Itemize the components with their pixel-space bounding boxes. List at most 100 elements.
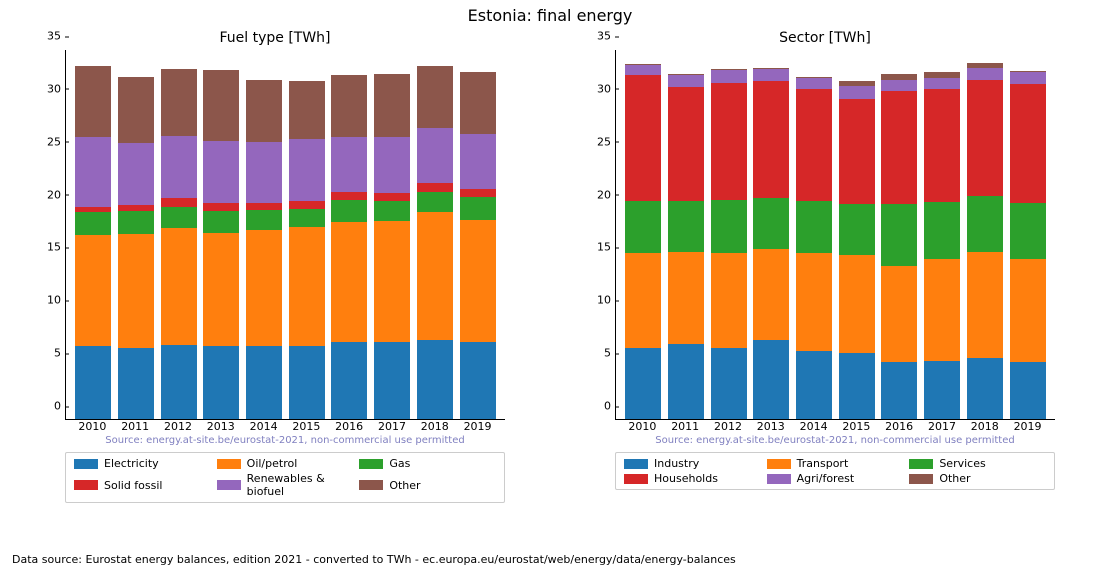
xlabel: 2018 — [967, 420, 1003, 433]
legend-item: Renewables & biofuel — [217, 472, 354, 498]
left-panel: Fuel type [TWh] 05101520253035 201020112… — [15, 30, 535, 503]
bar-segment — [374, 221, 410, 342]
legend-swatch — [217, 459, 241, 469]
bar-segment — [460, 220, 496, 342]
bar-segment — [161, 198, 197, 206]
xlabel: 2011 — [117, 420, 153, 433]
bar-segment — [796, 78, 832, 90]
bar-segment — [374, 74, 410, 136]
bar-segment — [753, 69, 789, 81]
legend-item: Agri/forest — [767, 472, 904, 485]
bar-segment — [881, 91, 917, 204]
bar-segment — [881, 80, 917, 92]
bar-segment — [839, 204, 875, 255]
left-bars — [66, 50, 505, 419]
bar-segment — [924, 78, 960, 90]
right-subtitle: Sector [TWh] — [565, 30, 1085, 46]
bar-segment — [924, 259, 960, 360]
bar-segment — [161, 345, 197, 419]
ytick: 25 — [31, 135, 61, 148]
ytick: 35 — [581, 30, 611, 43]
bar-segment — [839, 99, 875, 205]
legend-item: Industry — [624, 457, 761, 470]
legend-item: Services — [909, 457, 1046, 470]
bar-column — [246, 80, 282, 419]
xlabel: 2016 — [331, 420, 367, 433]
xlabel: 2015 — [838, 420, 874, 433]
bar-segment — [796, 351, 832, 419]
bar-segment — [839, 86, 875, 99]
bar-column — [796, 77, 832, 419]
bar-segment — [118, 234, 154, 348]
bar-segment — [331, 222, 367, 341]
xlabel: 2012 — [160, 420, 196, 433]
bar-segment — [668, 344, 704, 419]
bar-column — [118, 77, 154, 419]
bar-segment — [1010, 259, 1046, 362]
ytick: 15 — [581, 241, 611, 254]
xlabel: 2010 — [74, 420, 110, 433]
xlabel: 2014 — [796, 420, 832, 433]
xlabel: 2019 — [460, 420, 496, 433]
bar-segment — [374, 342, 410, 419]
footer-text: Data source: Eurostat energy balances, e… — [12, 553, 1088, 566]
legend-label: Renewables & biofuel — [247, 472, 354, 498]
bar-column — [417, 66, 453, 419]
bar-segment — [924, 89, 960, 202]
legend-label: Oil/petrol — [247, 457, 298, 470]
bar-column — [668, 74, 704, 419]
bar-segment — [289, 81, 325, 139]
ytick: 5 — [581, 347, 611, 360]
bar-segment — [796, 89, 832, 201]
legend-label: Solid fossil — [104, 479, 162, 492]
bar-segment — [417, 183, 453, 191]
ytick: 35 — [31, 30, 61, 43]
bar-segment — [417, 340, 453, 419]
bar-segment — [1010, 203, 1046, 259]
legend-item: Transport — [767, 457, 904, 470]
legend-label: Households — [654, 472, 718, 485]
xlabel: 2013 — [203, 420, 239, 433]
bar-segment — [1010, 362, 1046, 419]
xlabel: 2019 — [1010, 420, 1046, 433]
bar-segment — [417, 212, 453, 340]
legend-swatch — [624, 459, 648, 469]
legend-swatch — [767, 474, 791, 484]
bar-segment — [460, 342, 496, 419]
bar-column — [374, 74, 410, 419]
bar-column — [203, 70, 239, 419]
bar-segment — [203, 233, 239, 346]
bar-column — [881, 74, 917, 419]
bar-segment — [796, 253, 832, 351]
bar-segment — [924, 361, 960, 419]
ytick: 0 — [581, 400, 611, 413]
xlabel: 2010 — [624, 420, 660, 433]
right-bars — [616, 50, 1055, 419]
ytick: 25 — [581, 135, 611, 148]
bar-segment — [460, 72, 496, 133]
legend-label: Gas — [389, 457, 410, 470]
legend-item: Electricity — [74, 457, 211, 470]
xlabel: 2018 — [417, 420, 453, 433]
bar-segment — [161, 136, 197, 198]
bar-segment — [331, 137, 367, 192]
bar-segment — [289, 139, 325, 201]
legend-item: Solid fossil — [74, 472, 211, 498]
legend-item: Households — [624, 472, 761, 485]
left-subtitle: Fuel type [TWh] — [15, 30, 535, 46]
bar-segment — [711, 70, 747, 83]
bar-segment — [967, 80, 1003, 196]
bar-column — [711, 69, 747, 419]
legend-label: Industry — [654, 457, 699, 470]
bar-column — [331, 75, 367, 419]
bar-segment — [668, 87, 704, 201]
bar-segment — [967, 252, 1003, 358]
bar-segment — [711, 348, 747, 419]
bar-segment — [881, 362, 917, 419]
ytick: 30 — [31, 82, 61, 95]
bar-segment — [967, 358, 1003, 419]
bar-segment — [289, 201, 325, 208]
ytick: 20 — [581, 188, 611, 201]
bar-segment — [203, 346, 239, 419]
ytick: 10 — [31, 294, 61, 307]
